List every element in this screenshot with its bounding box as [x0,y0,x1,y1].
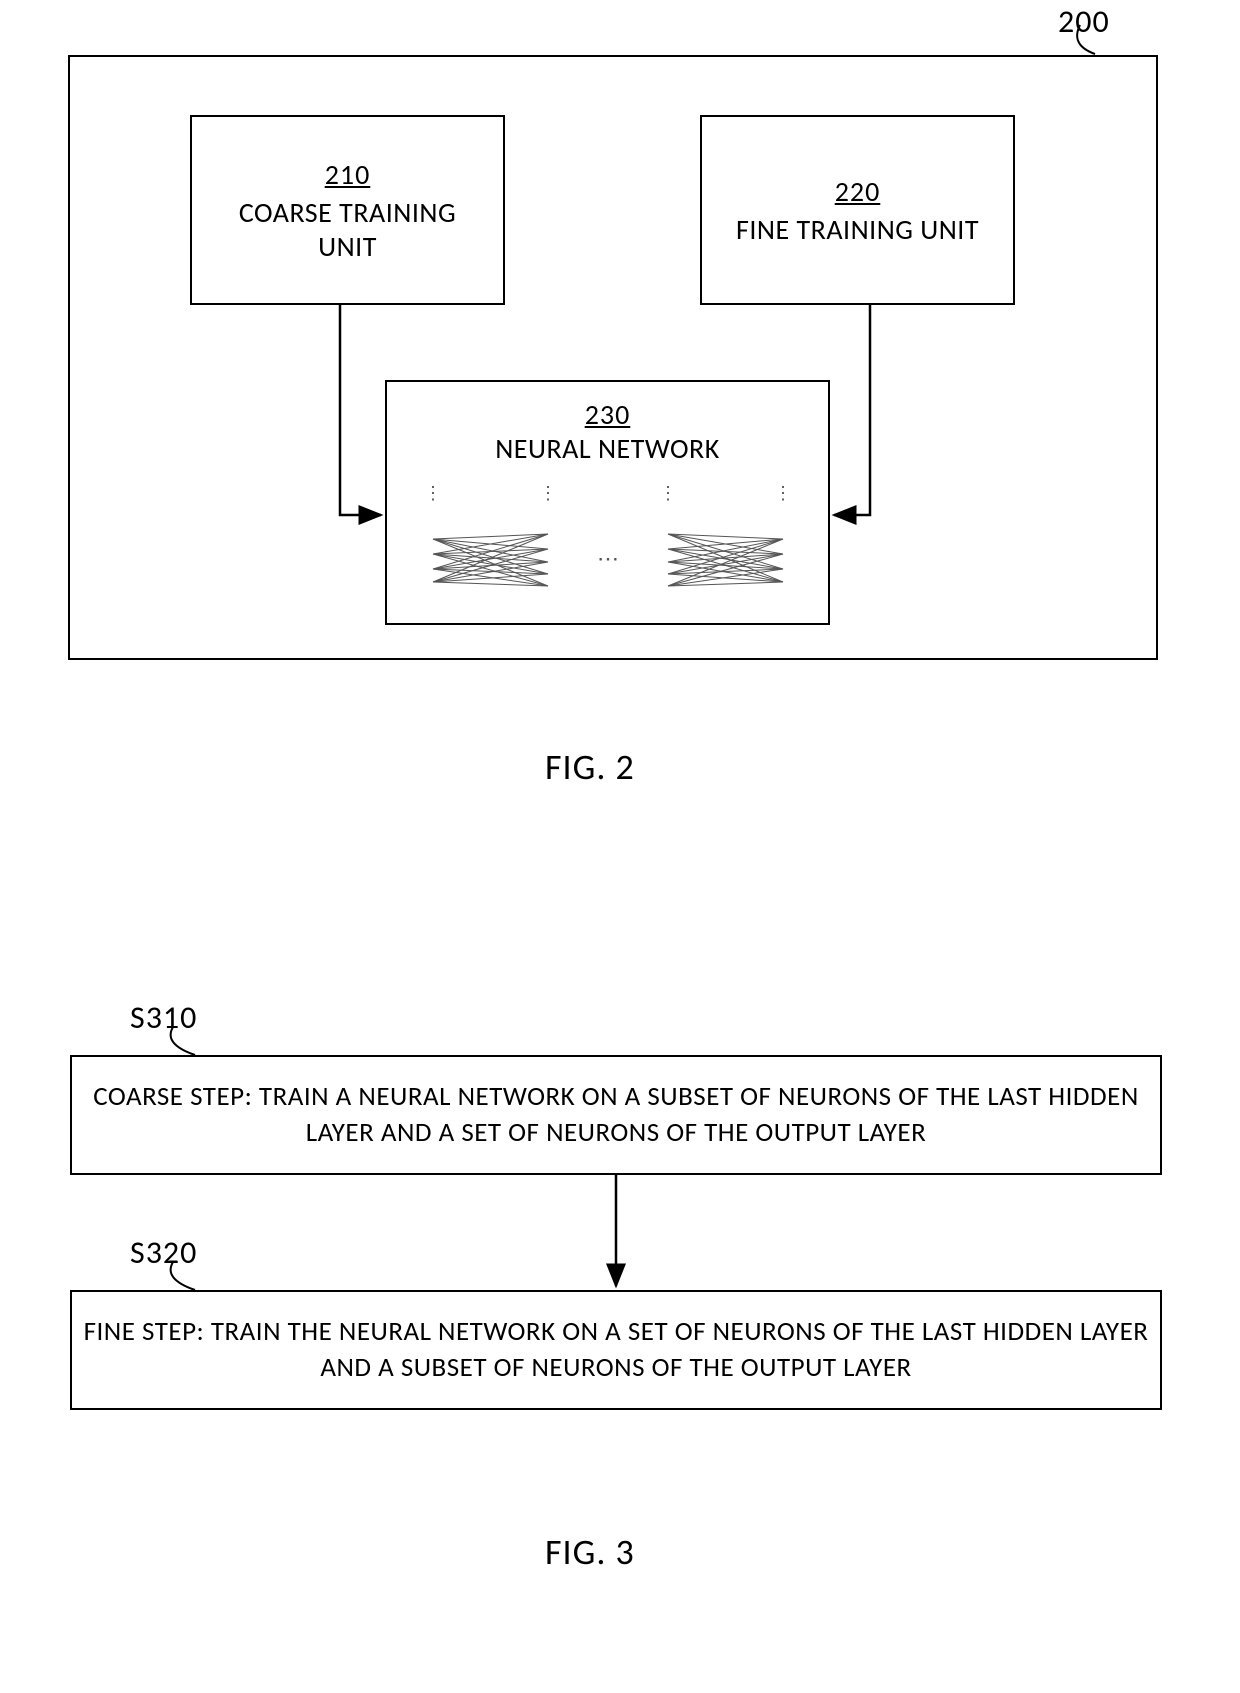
fig2-box-230: 230 NEURAL NETWORK [385,380,830,625]
fig2-box-210: 210 COARSE TRAININGUNIT [190,115,505,305]
svg-text:⋮: ⋮ [774,482,792,504]
box-230-number: 230 [585,397,631,432]
neural-network-icon: ⋮ ⋮ ⋮ ⋮ ⋯ [418,474,798,604]
svg-text:⋯: ⋯ [597,545,619,572]
fig3-box-s310: COARSE STEP: TRAIN A NEURAL NETWORK ON A… [70,1055,1162,1175]
svg-text:⋮: ⋮ [424,482,442,504]
fig3-box-s320: FINE STEP: TRAIN THE NEURAL NETWORK ON A… [70,1290,1162,1410]
svg-text:⋮: ⋮ [659,482,677,504]
box-s310-text: COARSE STEP: TRAIN A NEURAL NETWORK ON A… [82,1079,1150,1152]
fig2-caption: FIG. 2 [545,745,635,789]
box-220-number: 220 [835,174,881,209]
box-210-number: 210 [325,157,371,192]
box-210-label: COARSE TRAININGUNIT [239,196,456,263]
box-230-label: NEURAL NETWORK [495,432,720,466]
svg-text:⋮: ⋮ [539,482,557,504]
fig2-box-220: 220 FINE TRAINING UNIT [700,115,1015,305]
box-220-label: FINE TRAINING UNIT [736,213,979,247]
box-s320-text: FINE STEP: TRAIN THE NEURAL NETWORK ON A… [82,1314,1150,1387]
fig3-caption: FIG. 3 [545,1530,635,1574]
